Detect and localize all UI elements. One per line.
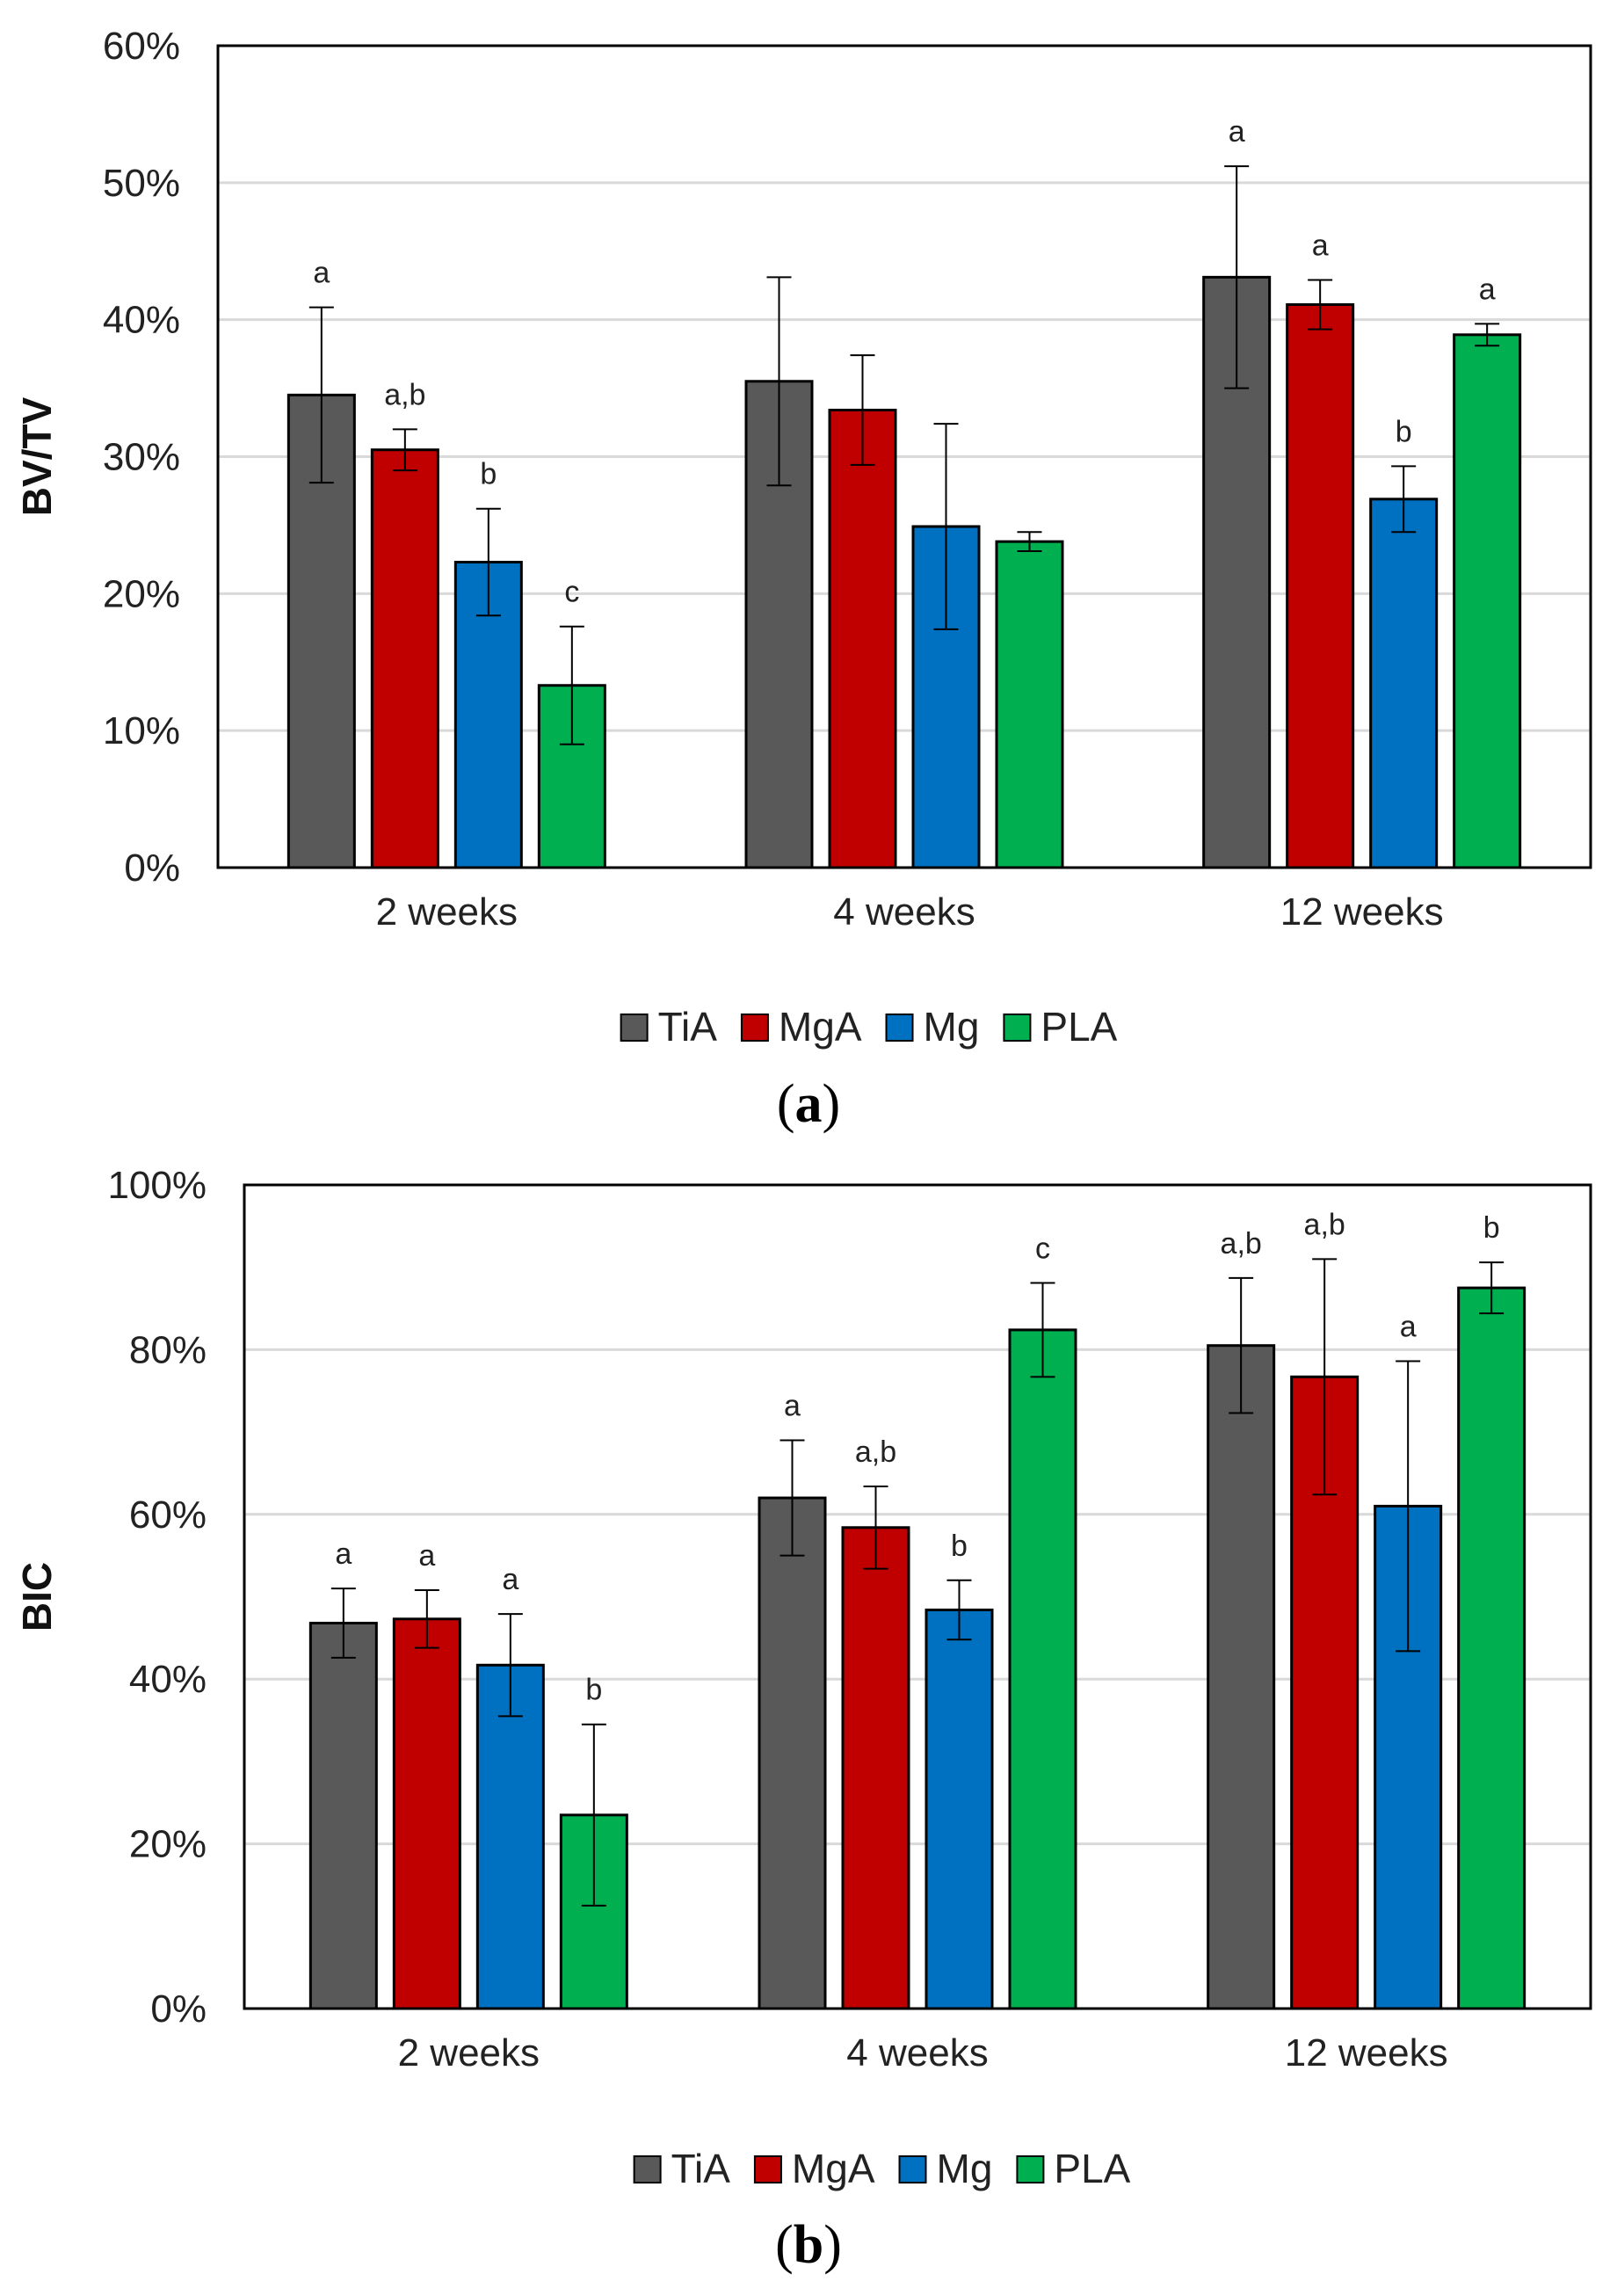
bar-mga xyxy=(370,448,439,869)
y-tick-label: 60% xyxy=(103,25,180,68)
bar-tia xyxy=(758,1496,827,2010)
legend: TiA MgA Mg PLA xyxy=(620,1004,1118,1050)
bar-mga xyxy=(392,1617,461,2010)
significance-label: a xyxy=(1400,1311,1417,1344)
y-axis-label: BV/TV xyxy=(14,396,60,516)
legend-swatch-mga xyxy=(753,2155,782,2183)
y-tick-label: 60% xyxy=(129,1493,207,1537)
panel-label: (a) xyxy=(777,1074,840,1134)
legend-label: MgA xyxy=(792,2146,875,2191)
bar-mga xyxy=(1286,303,1355,869)
bar-pla xyxy=(1457,1286,1526,2010)
x-tick-label: 4 weeks xyxy=(846,2031,988,2074)
bar-pla xyxy=(1008,1328,1077,2010)
significance-label: a xyxy=(502,1563,518,1596)
y-tick-label: 0% xyxy=(124,846,180,890)
chart-b: 0% 20% 40% 60% 80% 100% BIC 2 weeks a a a b 4 weeks a… xyxy=(14,1164,1592,2275)
panel-label: (b) xyxy=(775,2215,842,2275)
legend-swatch-mg xyxy=(898,2155,927,2183)
legend-label: PLA xyxy=(1041,1004,1117,1050)
significance-label: a,b xyxy=(855,1435,896,1469)
y-tick-label: 20% xyxy=(129,1823,207,1866)
legend-swatch-tia xyxy=(633,2155,662,2183)
legend-swatch-mga xyxy=(740,1014,769,1042)
x-tick-label: 2 weeks xyxy=(398,2031,540,2074)
legend-label: Mg xyxy=(924,1004,980,1050)
y-tick-label: 40% xyxy=(129,1658,207,1701)
bar-mga xyxy=(841,1526,910,2010)
significance-label: c xyxy=(564,576,579,609)
significance-label: c xyxy=(1035,1232,1050,1266)
bar-mg xyxy=(1369,498,1439,869)
bar-tia xyxy=(1202,275,1272,869)
chart-a: 0% 10% 20% 30% 40% 50% 60% BV/TV 2 weeks a a,b b c 4 … xyxy=(14,25,1592,1134)
x-tick-label: 2 weeks xyxy=(376,890,518,934)
y-tick-label: 40% xyxy=(103,299,180,342)
bar-tia xyxy=(1207,1344,1276,2010)
bar-mg xyxy=(925,1608,994,2010)
legend-label: TiA xyxy=(658,1004,718,1050)
significance-label: a xyxy=(335,1537,352,1571)
legend-label: PLA xyxy=(1054,2146,1130,2191)
plot-area xyxy=(216,44,1592,869)
y-tick-label: 20% xyxy=(103,572,180,615)
significance-label: a,b xyxy=(1221,1227,1262,1261)
legend-swatch-tia xyxy=(620,1014,649,1042)
legend-swatch-mg xyxy=(885,1014,914,1042)
significance-label: a xyxy=(418,1539,435,1573)
legend-swatch-pla xyxy=(1003,1014,1032,1042)
y-tick-label: 50% xyxy=(103,162,180,205)
bar-pla xyxy=(995,540,1064,869)
significance-label: b xyxy=(480,458,497,491)
significance-label: a,b xyxy=(384,378,425,411)
significance-label: a,b xyxy=(1304,1208,1345,1241)
significance-label: b xyxy=(951,1529,968,1563)
legend: TiA MgA Mg PLA xyxy=(633,2146,1131,2191)
bar-tia xyxy=(308,1621,378,2010)
significance-label: a xyxy=(1229,115,1245,149)
plot-area xyxy=(243,1183,1592,2010)
x-tick-label: 12 weeks xyxy=(1280,890,1444,934)
y-axis-label: BIC xyxy=(14,1562,60,1631)
significance-label: a xyxy=(1312,229,1329,262)
significance-label: b xyxy=(1483,1211,1500,1245)
bar-mga xyxy=(828,409,897,869)
legend-label: Mg xyxy=(937,2146,993,2191)
significance-label: a xyxy=(1479,272,1496,306)
bar-pla xyxy=(1453,333,1522,869)
x-tick-label: 4 weeks xyxy=(833,890,975,934)
significance-label: b xyxy=(585,1674,602,1707)
significance-label: a xyxy=(313,257,330,290)
y-tick-label: 30% xyxy=(103,436,180,479)
y-tick-label: 100% xyxy=(107,1164,207,1207)
y-tick-label: 0% xyxy=(150,1987,207,2031)
legend-label: MgA xyxy=(779,1004,862,1050)
y-tick-label: 10% xyxy=(103,709,180,752)
significance-label: b xyxy=(1396,415,1412,448)
x-tick-label: 12 weeks xyxy=(1285,2031,1448,2074)
y-tick-label: 80% xyxy=(129,1328,207,1371)
legend-label: TiA xyxy=(671,2146,731,2191)
significance-label: a xyxy=(784,1389,801,1422)
legend-swatch-pla xyxy=(1016,2155,1045,2183)
